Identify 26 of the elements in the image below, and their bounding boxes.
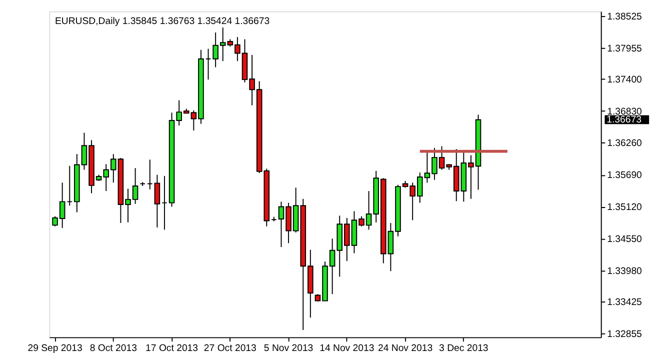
- x-tick-label: 5 Nov 2013: [264, 343, 314, 354]
- y-tick-label: 1.35120: [607, 202, 642, 214]
- x-tick-label: 17 Oct 2013: [146, 343, 198, 354]
- y-tick-label: 1.35690: [607, 170, 642, 182]
- y-tick-label: 1.37400: [607, 74, 642, 86]
- y-tick-label: 1.33425: [607, 297, 642, 308]
- candlestick: [162, 175, 168, 230]
- y-tick-label: 1.34550: [607, 234, 642, 246]
- chart-title: EURUSD,Daily 1.35845 1.36763 1.35424 1.36673: [54, 16, 270, 27]
- y-tick-label: 1.33980: [607, 266, 642, 277]
- y-tick-label: 1.36260: [607, 138, 642, 150]
- candlestick: [140, 182, 146, 186]
- candlestick: [205, 48, 212, 80]
- candlestick: [146, 159, 153, 190]
- y-tick-label: 1.37955: [607, 43, 642, 54]
- text: 1.36673: [606, 114, 642, 126]
- y-tick-label: 1.38525: [607, 11, 642, 22]
- x-tick-label: 24 Nov 2013: [378, 343, 433, 354]
- x-tick-label: 14 Nov 2013: [320, 343, 374, 354]
- y-tick-label: 1.32855: [607, 328, 642, 340]
- candlestick: [154, 174, 160, 228]
- x-tick-label: 8 Oct 2013: [90, 343, 137, 354]
- x-tick-label: 27 Oct 2013: [204, 343, 256, 354]
- x-tick-label: 29 Sep 2013: [28, 343, 82, 354]
- x-tick-label: 3 Dec 2013: [439, 343, 488, 354]
- candlestick: [66, 165, 73, 206]
